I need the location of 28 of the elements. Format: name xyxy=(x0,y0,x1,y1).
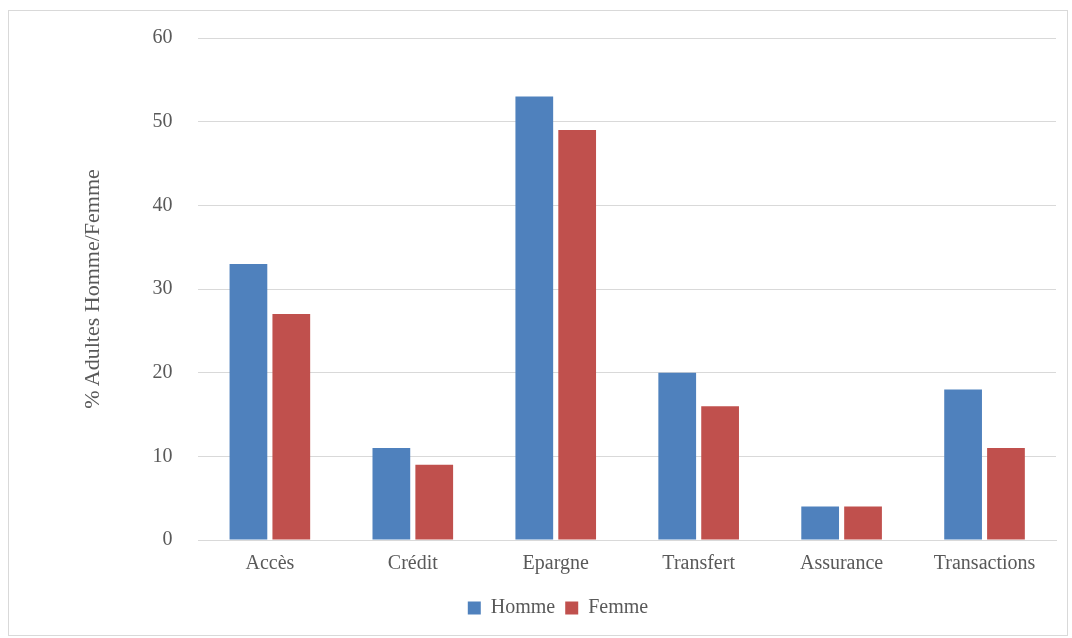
y-tick-label: 50 xyxy=(152,108,173,131)
x-tick-label: Accès xyxy=(245,551,295,574)
x-tick-label: Transactions xyxy=(933,551,1036,574)
y-tick-label: 60 xyxy=(152,25,173,48)
bar xyxy=(944,389,982,540)
legend-label: Homme xyxy=(490,595,556,618)
y-tick-label: 0 xyxy=(162,527,173,550)
bar xyxy=(801,506,840,540)
x-tick-label: Transfert xyxy=(662,551,736,574)
bar xyxy=(515,96,554,540)
x-tick-label: Assurance xyxy=(799,551,884,574)
bar xyxy=(558,130,597,540)
y-tick-label: 10 xyxy=(152,443,173,466)
bar xyxy=(844,506,882,540)
y-tick-label: 40 xyxy=(152,192,173,215)
bar xyxy=(372,447,411,540)
legend-label: Femme xyxy=(588,595,649,618)
x-tick-label: Crédit xyxy=(387,551,439,574)
y-axis-title: % Adultes Homme/Femme xyxy=(78,169,104,409)
bar xyxy=(229,263,268,540)
y-tick-label: 30 xyxy=(152,276,173,299)
bar xyxy=(658,372,697,540)
bar xyxy=(272,314,311,540)
bar xyxy=(987,447,1025,540)
bar xyxy=(415,464,454,540)
x-tick-label: Epargne xyxy=(522,551,589,575)
y-tick-label: 20 xyxy=(152,359,173,382)
bar xyxy=(701,406,739,540)
